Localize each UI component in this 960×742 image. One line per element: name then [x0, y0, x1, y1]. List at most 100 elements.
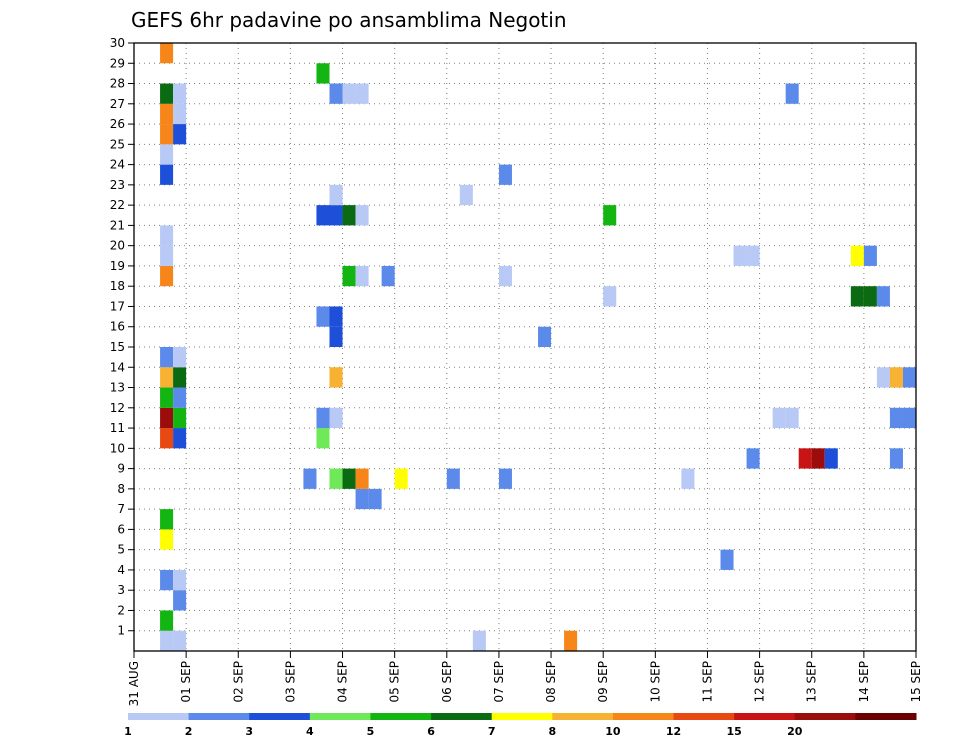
- precip-cell: [160, 509, 174, 530]
- x-tick-label: 07 SEP: [492, 661, 506, 703]
- x-tick-label: 13 SEP: [805, 661, 819, 703]
- precip-cell: [173, 103, 187, 125]
- precip-cell: [160, 529, 174, 550]
- x-tick-label: 09 SEP: [596, 661, 610, 703]
- colorbar-label: 20: [787, 725, 803, 738]
- precip-cell: [603, 286, 617, 307]
- precip-cell: [355, 488, 369, 510]
- y-tick-label: 4: [117, 563, 125, 577]
- x-tick-label: 06 SEP: [440, 661, 454, 703]
- y-tick-label: 11: [110, 421, 125, 435]
- precip-cell: [160, 610, 174, 631]
- y-tick-label: 10: [110, 441, 125, 455]
- precip-cell: [498, 265, 512, 287]
- y-tick-label: 9: [117, 462, 125, 476]
- colorbar-segment: [673, 713, 735, 720]
- precip-cell: [446, 468, 460, 489]
- precip-cell: [498, 468, 512, 489]
- y-tick-label: 19: [110, 259, 125, 273]
- precip-cell: [381, 265, 395, 287]
- colorbar-segment: [491, 713, 553, 720]
- y-tick-label: 30: [110, 36, 125, 50]
- precip-cell: [824, 448, 838, 469]
- precip-cell: [173, 387, 187, 408]
- precip-cell: [160, 630, 174, 651]
- colorbar-label: 3: [245, 725, 253, 738]
- colorbar-label: 2: [185, 725, 193, 738]
- colorbar-segment: [794, 713, 856, 720]
- x-tick-label: 03 SEP: [283, 661, 297, 703]
- y-tick-label: 15: [110, 340, 125, 354]
- precip-cell: [355, 265, 369, 287]
- precip-cell: [160, 225, 174, 246]
- colorbar-label: 7: [488, 725, 496, 738]
- colorbar-label: 10: [605, 725, 621, 738]
- colorbar-segment: [431, 713, 493, 720]
- precip-cell: [459, 184, 473, 206]
- colorbar-segment: [855, 713, 917, 720]
- colorbar-segment: [734, 713, 796, 720]
- precip-cell: [160, 407, 174, 429]
- precip-cell: [850, 286, 864, 307]
- precip-cell: [342, 205, 356, 226]
- precip-cell: [811, 448, 825, 469]
- x-tick-label: 12 SEP: [753, 661, 767, 703]
- precip-cell: [160, 164, 174, 185]
- y-tick-label: 14: [110, 360, 125, 374]
- precip-cell: [329, 367, 343, 388]
- y-tick-label: 25: [110, 137, 125, 151]
- precip-cell: [160, 367, 174, 388]
- x-tick-label: 10 SEP: [648, 661, 662, 703]
- precip-cell: [368, 488, 382, 510]
- y-tick-label: 16: [110, 320, 125, 334]
- precip-cell: [173, 367, 187, 388]
- precip-cell: [889, 367, 903, 388]
- precip-cell: [316, 306, 330, 327]
- precip-cell: [173, 124, 187, 145]
- precip-cell: [876, 286, 890, 307]
- x-tick-label: 01 SEP: [179, 661, 193, 703]
- y-tick-label: 24: [110, 158, 125, 172]
- y-tick-label: 26: [110, 117, 125, 131]
- colorbar-segment: [552, 713, 614, 720]
- x-tick-label: 31 AUG: [127, 661, 141, 706]
- x-tick-label: 04 SEP: [336, 661, 350, 703]
- precip-cell: [329, 468, 343, 489]
- precip-cell: [603, 205, 617, 226]
- precip-cell: [863, 286, 877, 307]
- precip-cell: [160, 347, 174, 368]
- precip-cell: [342, 265, 356, 287]
- x-tick-label: 11 SEP: [700, 661, 714, 703]
- precip-cell: [316, 428, 330, 449]
- colorbar-label: 8: [548, 725, 556, 738]
- y-tick-label: 28: [110, 77, 125, 91]
- precip-cell: [746, 245, 760, 266]
- y-tick-label: 21: [110, 218, 125, 232]
- y-tick-label: 5: [117, 543, 125, 557]
- y-tick-label: 6: [117, 522, 125, 536]
- colorbar-segment: [249, 713, 311, 720]
- colorbar-label: 6: [427, 725, 435, 738]
- precip-cell: [329, 407, 343, 429]
- precip-cells: [160, 43, 916, 651]
- precip-cell: [498, 164, 512, 185]
- precip-cell: [173, 407, 187, 429]
- precip-cell: [160, 83, 174, 104]
- precip-cell: [173, 590, 187, 611]
- colorbar: 1 2 3 4 5 6 7 8 10 12 15 20: [124, 713, 917, 738]
- y-tick-label: 18: [110, 279, 125, 293]
- precip-cell: [863, 245, 877, 266]
- precip-cell: [785, 407, 799, 429]
- colorbar-segment: [370, 713, 432, 720]
- precip-cell: [173, 428, 187, 449]
- y-tick-label: 23: [110, 178, 125, 192]
- precip-cell: [160, 245, 174, 266]
- precip-cell: [889, 407, 903, 429]
- y-tick-label: 2: [117, 603, 125, 617]
- precip-cell: [160, 265, 174, 287]
- precip-cell: [160, 428, 174, 449]
- precip-cell: [160, 103, 174, 125]
- gridlines: [134, 42, 916, 651]
- colorbar-segment: [188, 713, 250, 720]
- precip-cell: [472, 630, 486, 651]
